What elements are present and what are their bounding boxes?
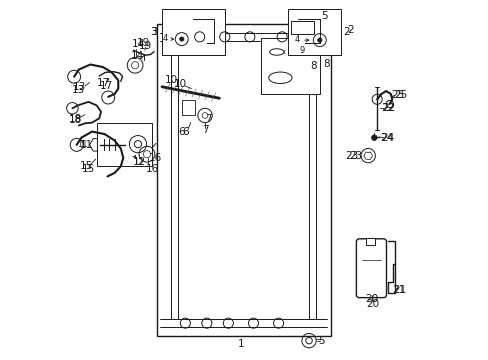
- FancyBboxPatch shape: [162, 9, 224, 55]
- Text: 16: 16: [145, 164, 159, 174]
- Text: 7: 7: [202, 125, 208, 135]
- Text: 15: 15: [80, 161, 93, 171]
- FancyBboxPatch shape: [356, 239, 386, 298]
- Text: 12: 12: [132, 157, 145, 167]
- Text: 24: 24: [380, 133, 393, 143]
- Text: 10: 10: [173, 79, 186, 89]
- Text: 8: 8: [310, 61, 316, 71]
- FancyBboxPatch shape: [287, 9, 341, 55]
- Circle shape: [371, 135, 376, 140]
- Text: 5: 5: [318, 336, 324, 346]
- Text: 21: 21: [392, 285, 405, 296]
- Circle shape: [179, 37, 183, 41]
- Text: 25: 25: [393, 90, 407, 100]
- Text: 2: 2: [346, 26, 353, 35]
- Text: 19: 19: [139, 41, 152, 50]
- Text: 20: 20: [365, 294, 378, 304]
- FancyBboxPatch shape: [97, 123, 152, 166]
- Text: 13: 13: [72, 85, 85, 95]
- Text: 3: 3: [149, 27, 156, 37]
- FancyBboxPatch shape: [182, 100, 194, 116]
- Text: 15: 15: [81, 164, 95, 174]
- Text: 13: 13: [73, 82, 86, 93]
- Text: 17: 17: [100, 81, 113, 91]
- Text: 22: 22: [381, 103, 394, 113]
- Text: 11: 11: [77, 140, 88, 149]
- Ellipse shape: [269, 49, 284, 55]
- Text: 14: 14: [131, 40, 144, 49]
- FancyBboxPatch shape: [260, 39, 319, 94]
- Text: 6: 6: [182, 127, 188, 136]
- FancyBboxPatch shape: [366, 238, 375, 244]
- FancyBboxPatch shape: [290, 21, 314, 35]
- Text: 23: 23: [348, 150, 362, 161]
- Text: 12: 12: [132, 158, 143, 167]
- Text: 7: 7: [205, 114, 211, 124]
- Text: 14: 14: [131, 51, 144, 61]
- Text: 11: 11: [80, 140, 93, 150]
- Text: 3: 3: [150, 27, 157, 37]
- Text: 4: 4: [294, 35, 300, 44]
- Text: 6: 6: [178, 127, 184, 136]
- Text: 24: 24: [381, 133, 394, 143]
- Text: 18: 18: [68, 114, 81, 124]
- Text: 18: 18: [68, 115, 81, 125]
- Ellipse shape: [268, 72, 291, 84]
- Text: 4: 4: [163, 34, 168, 43]
- Text: 8: 8: [322, 59, 329, 69]
- Text: 22: 22: [381, 103, 394, 113]
- FancyBboxPatch shape: [156, 24, 330, 336]
- Text: 23: 23: [345, 150, 358, 161]
- Text: 10: 10: [164, 75, 177, 85]
- Text: 25: 25: [390, 90, 404, 100]
- Text: 16: 16: [149, 153, 162, 163]
- Text: 20: 20: [366, 299, 379, 309]
- Text: 17: 17: [97, 78, 110, 88]
- Text: 5: 5: [320, 11, 327, 21]
- Circle shape: [317, 38, 321, 42]
- Text: 2: 2: [343, 27, 349, 37]
- Text: 19: 19: [137, 38, 150, 48]
- Text: 21: 21: [391, 285, 405, 296]
- Text: 9: 9: [299, 46, 304, 55]
- Text: 1: 1: [237, 339, 244, 349]
